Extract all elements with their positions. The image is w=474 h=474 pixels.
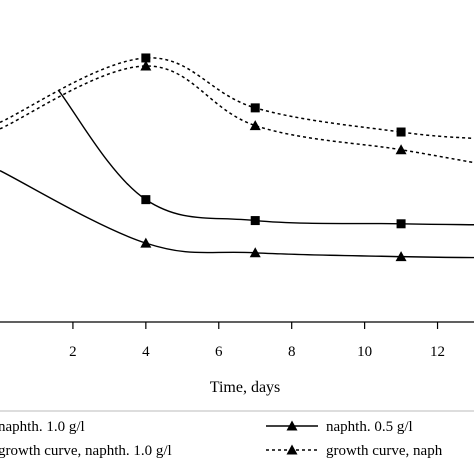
- x-tick-label: 8: [288, 344, 296, 360]
- legend-marker: [286, 444, 298, 455]
- series-layer: [0, 53, 474, 262]
- data-point: [140, 60, 152, 71]
- data-point: [395, 144, 407, 155]
- legend-label: growth curve, naphth. 1.0 g/l: [0, 443, 172, 459]
- x-tick-label: 2: [69, 344, 77, 360]
- series-2: [0, 170, 474, 262]
- data-point: [141, 53, 151, 63]
- x-axis-title: Time, days: [210, 379, 281, 396]
- legend: naphth. 1.0 g/l naphth. 0.5 g/l growth cur…: [0, 410, 474, 459]
- legend-item: growth curve, naphth. 1.0 g/l: [0, 443, 172, 459]
- series-3: [0, 53, 474, 140]
- data-point: [250, 216, 260, 226]
- legend-label: naphth. 0.5 g/l: [326, 419, 413, 435]
- series-4: [0, 60, 474, 164]
- data-point: [249, 247, 261, 258]
- data-point: [140, 237, 152, 248]
- x-tick-label: 10: [357, 344, 372, 360]
- legend-marker: [286, 420, 298, 431]
- data-point: [396, 127, 406, 137]
- data-point: [395, 251, 407, 262]
- data-point: [141, 195, 151, 205]
- series-1: [57, 89, 474, 229]
- data-point: [249, 120, 261, 131]
- legend-item: growth curve, naph: [266, 443, 443, 459]
- series-line: [0, 170, 474, 259]
- series-line: [0, 57, 474, 140]
- x-ticks: 2 4 6 8 10 12: [69, 322, 445, 360]
- data-point: [250, 103, 260, 113]
- data-point: [396, 219, 406, 229]
- x-tick-label: 12: [430, 344, 445, 360]
- x-tick-label: 6: [215, 344, 223, 360]
- legend-label: naphth. 1.0 g/l: [0, 419, 85, 435]
- x-tick-label: 4: [142, 344, 150, 360]
- legend-item: naphth. 0.5 g/l: [266, 419, 413, 435]
- legend-label: growth curve, naph: [326, 443, 443, 459]
- series-line: [0, 65, 474, 164]
- legend-item: naphth. 1.0 g/l: [0, 419, 85, 435]
